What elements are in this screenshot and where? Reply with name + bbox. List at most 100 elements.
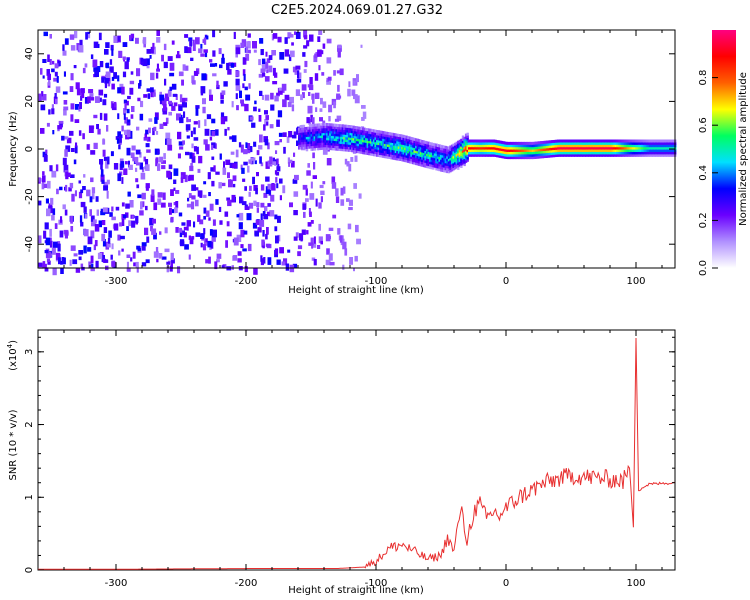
spectrogram-ridge-cell xyxy=(494,149,497,153)
spectrogram-ridge-cell xyxy=(376,149,379,152)
spectrogram-ridge-cell xyxy=(333,133,337,137)
spectrogram-ridge-cell xyxy=(630,146,633,150)
spectrogram-ridge-cell xyxy=(433,164,437,168)
spectrogram-cell xyxy=(322,43,326,49)
spectrogram-ridge-cell xyxy=(511,144,515,148)
spectrogram-ridge-cell xyxy=(390,132,393,136)
spectrogram-cell xyxy=(362,111,367,119)
spectrogram-cell xyxy=(118,144,121,150)
spectrogram-ridge-cell xyxy=(572,139,575,143)
spectrogram-cell xyxy=(189,165,194,172)
spectrogram-ridge-cell xyxy=(447,156,451,159)
spectrogram-cell xyxy=(142,37,147,45)
spectrogram-ridge-cell xyxy=(388,144,391,148)
spectrogram-ridge-cell xyxy=(602,141,605,145)
spectrogram-ridge-cell xyxy=(326,144,329,148)
spectrogram-ridge-cell xyxy=(385,148,388,152)
spectrogram-ridge-cell xyxy=(461,135,465,139)
spectrogram-cell xyxy=(43,183,48,188)
spectrogram-ridge-cell xyxy=(555,142,558,146)
spectrogram-cell xyxy=(251,122,256,128)
spectrogram-ridge-cell xyxy=(302,136,306,140)
spectrogram-cell xyxy=(153,126,157,132)
spectrogram-ridge-cell xyxy=(351,139,354,143)
spectrogram-ridge-cell xyxy=(491,149,494,152)
spectrogram-cell xyxy=(82,67,86,74)
spectrogram-ridge-cell xyxy=(390,156,393,160)
spectrogram-ridge-cell xyxy=(444,157,447,161)
spectrogram-ridge-cell xyxy=(628,139,632,143)
spectrogram-ridge-cell xyxy=(519,144,522,148)
spectrogram-ridge-cell xyxy=(661,149,664,152)
spectrogram-ridge-cell xyxy=(585,139,588,143)
x-tick-label: -100 xyxy=(365,578,388,589)
spectrogram-ridge-cell xyxy=(358,148,362,152)
spectrogram-ridge-cell xyxy=(443,150,446,154)
spectrogram-cell xyxy=(340,187,344,196)
spectrogram-cell xyxy=(287,249,291,253)
spectrogram-ridge-cell xyxy=(397,145,401,149)
x-tick-label: 0 xyxy=(503,578,509,589)
spectrogram-ridge-cell xyxy=(454,147,457,151)
spectrogram-cell xyxy=(86,189,91,197)
spectrogram-ridge-cell xyxy=(572,144,575,148)
spectrogram-ridge-cell xyxy=(368,128,371,132)
spectrogram-ridge-cell xyxy=(413,152,416,156)
spectrogram-ridge-cell xyxy=(608,149,611,152)
spectrogram-ridge-cell xyxy=(547,150,550,153)
spectrogram-ridge-cell xyxy=(539,150,543,154)
spectrogram-ridge-cell xyxy=(669,146,672,150)
spectrogram-cell xyxy=(43,94,47,101)
spectrogram-ridge-cell xyxy=(461,140,465,144)
spectrogram-ridge-cell xyxy=(372,148,376,152)
spectrogram-ridge-cell xyxy=(316,140,320,144)
spectrogram-ridge-cell xyxy=(561,144,564,148)
spectrogram-cell xyxy=(126,58,130,62)
spectrogram-ridge-cell xyxy=(606,144,610,148)
spectrogram-ridge-cell xyxy=(413,140,416,144)
spectrogram-ridge-cell xyxy=(464,138,468,142)
spectrogram-ridge-cell xyxy=(578,151,582,155)
spectrogram-ridge-cell xyxy=(664,151,667,155)
spectrogram-ridge-cell xyxy=(549,147,552,151)
spectrogram-cell xyxy=(63,109,67,116)
spectrogram-ridge-cell xyxy=(464,143,468,147)
spectrogram-ridge-cell xyxy=(631,151,635,155)
spectrogram-cell xyxy=(80,95,83,101)
spectrogram-ridge-cell xyxy=(330,142,334,146)
spectrogram-cell xyxy=(167,56,173,61)
spectrogram-ridge-cell xyxy=(507,151,510,155)
spectrogram-ridge-cell xyxy=(383,155,387,159)
spectrogram-ridge-cell xyxy=(514,144,518,148)
spectrogram-ridge-cell xyxy=(617,141,621,145)
spectrogram-ridge-cell xyxy=(318,144,321,148)
spectrogram-ridge-cell xyxy=(385,136,388,140)
spectrogram-ridge-cell xyxy=(578,141,582,145)
spectrogram-ridge-cell xyxy=(586,149,589,152)
spectrogram-ridge-cell xyxy=(585,144,588,148)
spectrogram-cell xyxy=(236,105,239,111)
spectrogram-ridge-cell xyxy=(310,138,313,142)
spectrogram-cell xyxy=(78,191,83,199)
spectrogram-ridge-cell xyxy=(530,149,533,152)
spectrogram-cell xyxy=(163,43,167,51)
spectrogram-ridge-cell xyxy=(411,151,415,155)
spectrogram-ridge-cell xyxy=(658,146,661,150)
spectrogram-ridge-cell xyxy=(329,135,332,139)
spectrogram-ridge-cell xyxy=(316,135,320,139)
spectrogram-cell xyxy=(55,164,59,172)
spectrogram-ridge-cell xyxy=(586,144,589,148)
spectrogram-cell xyxy=(242,248,247,252)
spectrogram-ridge-cell xyxy=(299,134,302,138)
spectrogram-ridge-cell xyxy=(352,132,355,136)
spectrogram-cell xyxy=(63,164,69,173)
spectrogram-ridge-cell xyxy=(655,151,658,155)
spectrogram-cell xyxy=(63,106,69,111)
spectrogram-cell xyxy=(156,149,160,154)
spectrogram-ridge-cell xyxy=(362,151,365,155)
spectrogram-cell xyxy=(156,68,160,72)
spectrogram-cell xyxy=(71,148,75,152)
spectrogram-ridge-cell xyxy=(599,149,602,152)
spectrogram-ridge-cell xyxy=(355,142,359,146)
spectrogram-cell xyxy=(259,38,264,44)
